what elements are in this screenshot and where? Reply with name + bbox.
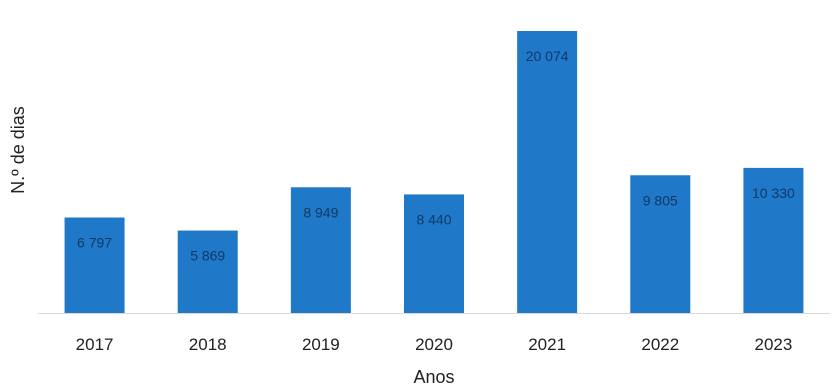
value-label-2021: 20 074 [526, 48, 569, 64]
bar-2023 [743, 167, 804, 313]
bars-layer [64, 31, 804, 314]
bar-2022 [630, 175, 691, 313]
x-tick-label-2018: 2018 [189, 335, 227, 354]
x-tick-label-2022: 2022 [641, 335, 679, 354]
value-label-2022: 9 805 [643, 192, 678, 208]
x-tick-label-2020: 2020 [415, 335, 453, 354]
y-axis-title: N.º de dias [8, 106, 28, 194]
x-tick-label-2021: 2021 [528, 335, 566, 354]
x-axis-title: Anos [413, 367, 454, 387]
bar-2021 [517, 31, 578, 314]
value-labels-layer: 6 797 5 869 8 949 8 440 20 074 9 805 10 330 [77, 48, 795, 264]
x-tick-label-2017: 2017 [76, 335, 114, 354]
value-label-2020: 8 440 [416, 211, 451, 227]
x-tick-label-2019: 2019 [302, 335, 340, 354]
value-label-2018: 5 869 [190, 248, 225, 264]
tick-labels-layer: 2017 2018 2019 2020 2021 2022 2023 [76, 335, 793, 354]
value-label-2017: 6 797 [77, 235, 112, 251]
x-tick-label-2023: 2023 [755, 335, 793, 354]
value-label-2023: 10 330 [752, 185, 795, 201]
bar-2019 [290, 187, 351, 313]
bar-2020 [404, 194, 464, 313]
value-label-2019: 8 949 [303, 204, 338, 220]
bar-2018 [177, 230, 238, 313]
bar-2017 [64, 217, 125, 313]
